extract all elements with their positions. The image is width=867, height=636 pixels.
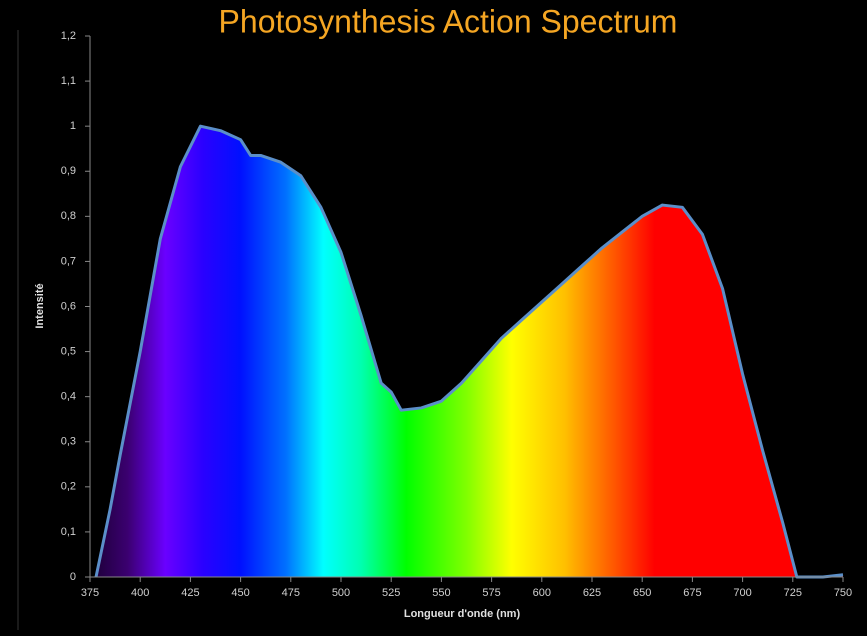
y-tick-label: 0,1 bbox=[61, 526, 76, 538]
x-tick-label: 450 bbox=[231, 587, 249, 599]
x-tick-label: 575 bbox=[482, 587, 500, 599]
x-tick-label: 400 bbox=[131, 587, 149, 599]
x-tick-label: 425 bbox=[181, 587, 199, 599]
x-tick-label: 700 bbox=[733, 587, 751, 599]
x-tick-label: 475 bbox=[282, 587, 300, 599]
spectrum-area bbox=[96, 126, 844, 578]
x-tick-label: 675 bbox=[683, 587, 701, 599]
x-tick-label: 375 bbox=[81, 587, 99, 599]
x-tick-label: 750 bbox=[834, 587, 852, 599]
y-tick-label: 0 bbox=[70, 571, 76, 583]
y-axis-label: Intensité bbox=[34, 283, 46, 328]
y-tick-label: 0,8 bbox=[61, 210, 76, 222]
x-tick-label: 625 bbox=[583, 587, 601, 599]
x-tick-label: 550 bbox=[432, 587, 450, 599]
x-tick-label: 725 bbox=[784, 587, 802, 599]
y-tick-label: 0,4 bbox=[61, 391, 76, 403]
y-tick-label: 1,2 bbox=[61, 30, 76, 42]
x-tick-label: 600 bbox=[533, 587, 551, 599]
y-tick-label: 0,6 bbox=[61, 300, 76, 312]
x-axis-label: Longueur d'onde (nm) bbox=[404, 608, 521, 620]
y-tick-label: 1 bbox=[70, 120, 76, 132]
y-tick-label: 1,1 bbox=[61, 75, 76, 87]
y-tick-label: 0,3 bbox=[61, 436, 76, 448]
x-tick-label: 500 bbox=[332, 587, 350, 599]
spectrum-line bbox=[94, 124, 844, 579]
y-tick-label: 0,2 bbox=[61, 481, 76, 493]
y-tick-label: 0,9 bbox=[61, 165, 76, 177]
y-tick-label: 0,7 bbox=[61, 255, 76, 267]
y-tick-label: 0,5 bbox=[61, 345, 76, 357]
x-tick-label: 525 bbox=[382, 587, 400, 599]
x-tick-label: 650 bbox=[633, 587, 651, 599]
chart-title: Photosynthesis Action Spectrum bbox=[219, 3, 678, 39]
